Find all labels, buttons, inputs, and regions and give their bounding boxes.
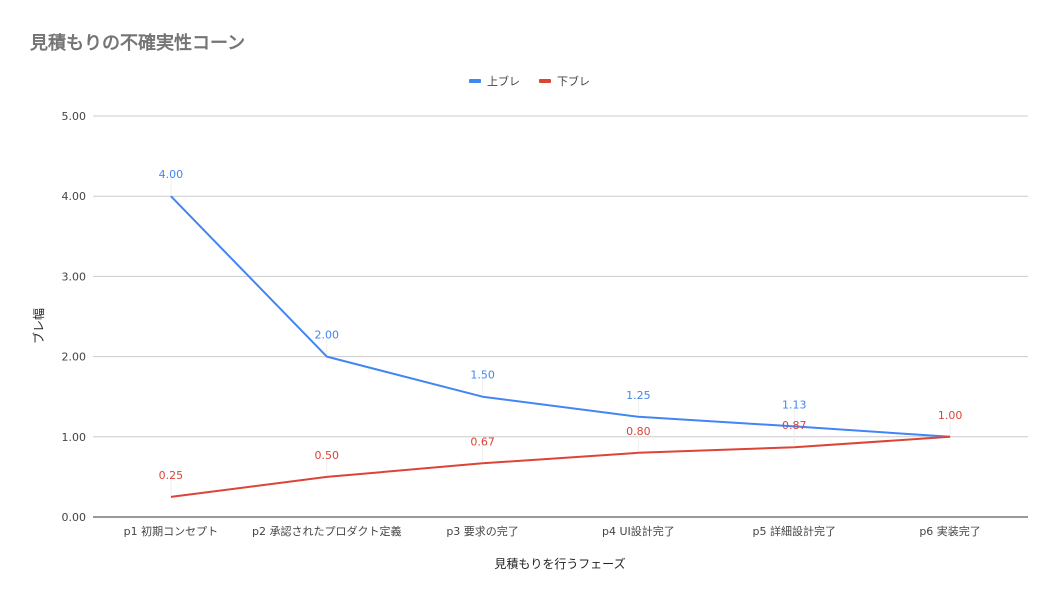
data-label: 1.50	[470, 369, 495, 382]
series-line	[170, 435, 951, 498]
data-label: 1.00	[938, 409, 963, 422]
legend-swatch	[469, 79, 481, 83]
x-tick-label: p5 詳細設計完了	[753, 524, 836, 538]
data-label: 2.00	[315, 329, 340, 342]
data-label: 0.87	[782, 419, 807, 432]
y-tick-label: 5.00	[62, 110, 87, 123]
chart-title: 見積もりの不確実性コーン	[29, 32, 245, 54]
legend-swatch	[539, 79, 551, 83]
legend-item: 上ブレ	[469, 74, 520, 88]
legend-label: 下ブレ	[557, 74, 590, 88]
series-line	[170, 195, 951, 438]
y-tick-label: 2.00	[62, 351, 87, 364]
y-axis-ticks: 0.00 1.00 2.00 3.00 4.00 5.00	[62, 110, 87, 524]
y-tick-label: 1.00	[62, 431, 87, 444]
data-label: 0.50	[315, 449, 340, 462]
series-layer	[170, 195, 951, 498]
grid-lines	[93, 115, 1028, 438]
legend-label: 上ブレ	[487, 74, 520, 88]
x-tick-label: p2 承認されたプロダクト定義	[252, 524, 401, 538]
data-label: 1.25	[626, 389, 651, 402]
y-axis-title: ブレ幅	[31, 308, 46, 344]
legend: 上ブレ 下ブレ	[469, 74, 590, 88]
x-tick-label: p1 初期コンセプト	[124, 524, 218, 538]
data-label: 4.00	[159, 168, 184, 181]
y-tick-label: 4.00	[62, 190, 87, 203]
data-label: 0.67	[470, 435, 495, 448]
y-tick-label: 3.00	[62, 270, 87, 283]
data-labels: 4.00 2.00 1.50 1.25 1.13 0.25 0.50 0.67 0.80 0.87…	[159, 168, 963, 495]
data-label: 1.13	[782, 398, 807, 411]
x-tick-label: p4 UI設計完了	[602, 524, 675, 538]
x-tick-label: p3 要求の完了	[446, 524, 518, 538]
y-tick-label: 0.00	[62, 511, 87, 524]
x-axis-title: 見積もりを行うフェーズ	[494, 556, 625, 571]
data-label: 0.80	[626, 425, 651, 438]
x-axis-ticks: p1 初期コンセプト p2 承認されたプロダクト定義 p3 要求の完了 p4 UI設計…	[124, 524, 981, 538]
legend-item: 下ブレ	[539, 74, 590, 88]
x-tick-label: p6 実装完了	[919, 524, 980, 538]
data-label: 0.25	[159, 469, 184, 482]
